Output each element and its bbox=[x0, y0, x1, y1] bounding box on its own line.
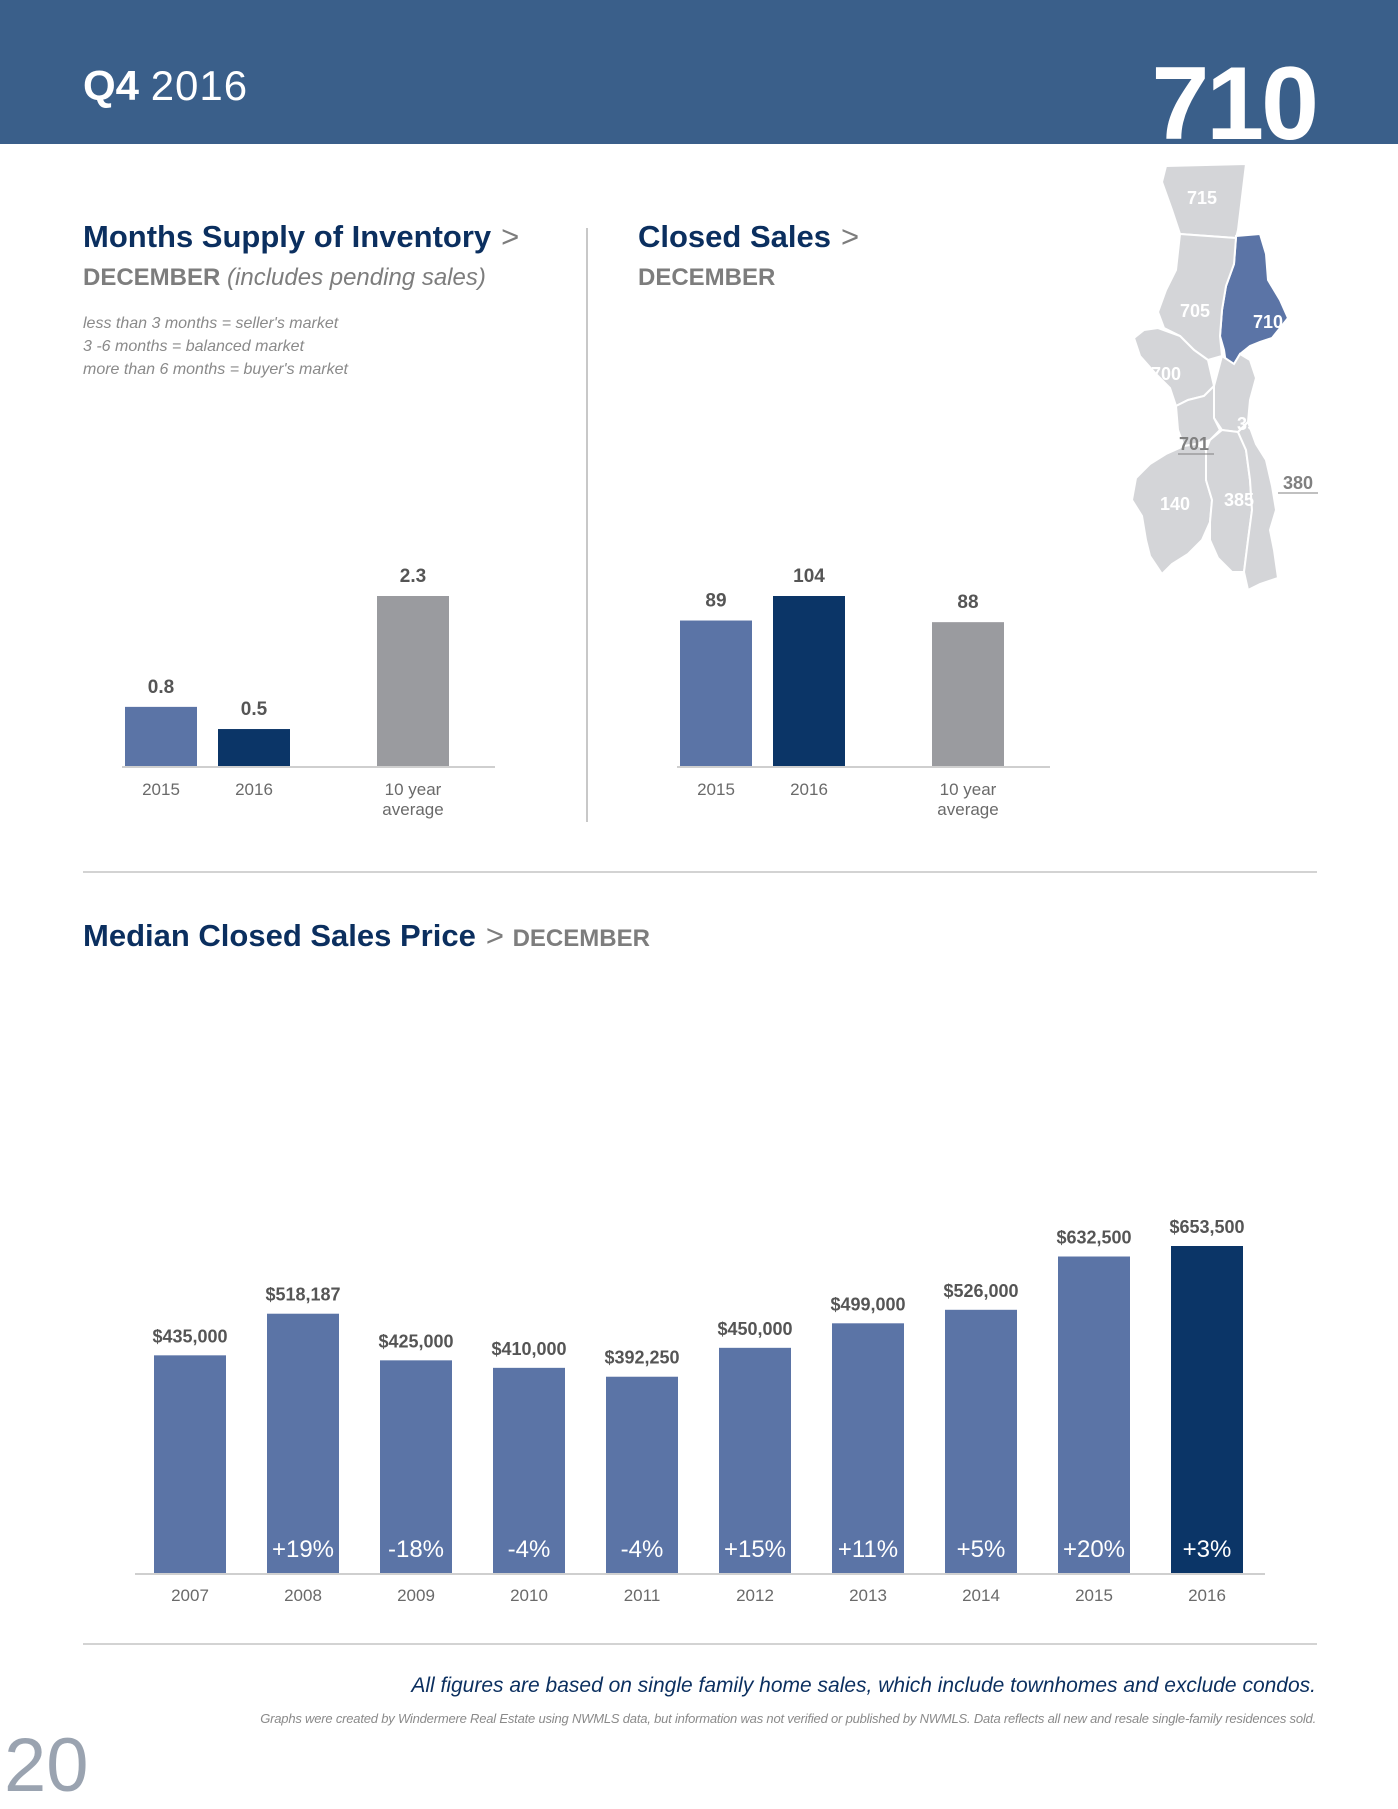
pct-change-label: +15% bbox=[724, 1536, 786, 1563]
bar bbox=[945, 1309, 1017, 1573]
median-price-title: Median Closed Sales Price > DECEMBER bbox=[83, 918, 650, 953]
category-label: 2007 bbox=[171, 1586, 209, 1605]
inventory-subtitle: DECEMBER (includes pending sales) bbox=[83, 264, 486, 291]
market-legend: less than 3 months = seller's market 3 -… bbox=[83, 312, 348, 381]
bar-value-label: 104 bbox=[793, 566, 825, 587]
category-label: 2016 bbox=[1188, 1586, 1226, 1605]
bar-value-label: $526,000 bbox=[943, 1281, 1018, 1301]
pct-change-label: -18% bbox=[388, 1536, 444, 1563]
bar-value-label: $518,187 bbox=[265, 1285, 340, 1305]
pct-change-label: +3% bbox=[1183, 1536, 1232, 1563]
page-number: 20 bbox=[4, 1723, 89, 1808]
category-label: 2015 bbox=[142, 780, 180, 799]
bar bbox=[380, 1360, 452, 1573]
bar bbox=[606, 1376, 678, 1573]
category-label: 2015 bbox=[697, 780, 735, 799]
map-label-700: 700 bbox=[1151, 364, 1181, 384]
category-label: 2014 bbox=[962, 1586, 1000, 1605]
category-label: 10 year bbox=[940, 780, 997, 799]
map-region-701 bbox=[1174, 383, 1222, 448]
closed-sales-subtitle: DECEMBER bbox=[638, 264, 776, 291]
bar bbox=[154, 1355, 226, 1573]
bar-value-label: 0.5 bbox=[241, 699, 268, 720]
bar-value-label: $410,000 bbox=[491, 1339, 566, 1359]
pct-change-label: +19% bbox=[272, 1536, 334, 1563]
bar bbox=[267, 1313, 339, 1573]
map-label-380: 380 bbox=[1283, 473, 1313, 493]
bar bbox=[932, 622, 1004, 766]
category-label: 2016 bbox=[790, 780, 828, 799]
category-label: 2010 bbox=[510, 1586, 548, 1605]
footnote-secondary: Graphs were created by Windermere Real E… bbox=[260, 1711, 1316, 1726]
chevron-right-icon: > bbox=[501, 219, 520, 254]
median-price-chart: $435,000 2007 $518,187 +19% 2008 $425,000 -18%… bbox=[135, 1217, 1265, 1605]
pct-change-label: +11% bbox=[838, 1536, 898, 1563]
legend-line: more than 6 months = buyer's market bbox=[83, 361, 348, 378]
year-label: 2016 bbox=[150, 62, 249, 109]
chevron-right-icon: > bbox=[840, 219, 860, 254]
pct-change-label: +5% bbox=[957, 1536, 1006, 1563]
bar bbox=[680, 620, 752, 766]
bar-value-label: 2.3 bbox=[400, 566, 426, 587]
map-label-701: 701 bbox=[1179, 434, 1209, 454]
section-divider bbox=[83, 871, 1317, 873]
bar bbox=[125, 706, 197, 766]
category-label: average bbox=[937, 800, 998, 819]
category-label: 10 year bbox=[385, 780, 442, 799]
footer-divider bbox=[83, 1643, 1317, 1645]
bar bbox=[377, 596, 449, 766]
bar-value-label: $632,500 bbox=[1056, 1228, 1131, 1248]
bar-value-label: $499,000 bbox=[830, 1294, 905, 1314]
header-banner bbox=[0, 0, 1398, 144]
bar bbox=[773, 596, 845, 766]
bar bbox=[832, 1323, 904, 1573]
category-label: 2011 bbox=[624, 1586, 661, 1605]
bar bbox=[493, 1367, 565, 1573]
category-label: 2016 bbox=[235, 780, 273, 799]
bar-value-label: 0.8 bbox=[148, 677, 174, 698]
report-period: Q4 2016 bbox=[83, 62, 248, 110]
pct-change-label: -4% bbox=[621, 1536, 664, 1563]
bar bbox=[218, 729, 290, 766]
category-label: 2008 bbox=[284, 1586, 322, 1605]
category-label: 2012 bbox=[736, 1586, 774, 1605]
category-label: 2009 bbox=[397, 1586, 435, 1605]
median-price-subtitle: DECEMBER bbox=[512, 925, 650, 952]
map-label-715: 715 bbox=[1187, 188, 1217, 208]
bar-value-label: $425,000 bbox=[378, 1331, 453, 1351]
category-label: 2015 bbox=[1075, 1586, 1113, 1605]
map-label-705: 705 bbox=[1180, 301, 1210, 321]
inventory-title: Months Supply of Inventory > bbox=[83, 219, 520, 254]
bar bbox=[1058, 1256, 1130, 1573]
map-label-140: 140 bbox=[1160, 494, 1190, 514]
chevron-right-icon: > bbox=[485, 918, 504, 953]
map-label-385: 385 bbox=[1224, 490, 1254, 510]
pct-change-label: -4% bbox=[508, 1536, 551, 1563]
bar bbox=[1171, 1246, 1243, 1573]
category-label: average bbox=[382, 800, 443, 819]
bar-value-label: $450,000 bbox=[717, 1319, 792, 1339]
map-label-710: 710 bbox=[1253, 312, 1283, 332]
vertical-divider bbox=[586, 228, 588, 822]
area-code: 710 bbox=[1151, 46, 1319, 162]
bar-value-label: 88 bbox=[957, 592, 978, 613]
pct-change-label: +20% bbox=[1063, 1536, 1125, 1563]
map-label-390: 390 bbox=[1237, 414, 1267, 434]
bar-value-label: $392,250 bbox=[604, 1348, 679, 1368]
category-label: 2013 bbox=[849, 1586, 887, 1605]
legend-line: 3 -6 months = balanced market bbox=[83, 338, 305, 355]
map-region-380 bbox=[1236, 420, 1280, 592]
bar-value-label: $653,500 bbox=[1169, 1217, 1244, 1237]
area-map: 715 705 710 700 390 140 385 701 380 bbox=[1130, 162, 1318, 592]
quarter-label: Q4 bbox=[83, 62, 140, 109]
bar-value-label: 89 bbox=[705, 591, 726, 612]
closed-sales-title: Closed Sales > bbox=[638, 219, 860, 254]
legend-line: less than 3 months = seller's market bbox=[83, 315, 339, 332]
footnote-primary: All figures are based on single family h… bbox=[411, 1674, 1316, 1697]
bar-value-label: $435,000 bbox=[152, 1326, 227, 1346]
bar bbox=[719, 1347, 791, 1573]
